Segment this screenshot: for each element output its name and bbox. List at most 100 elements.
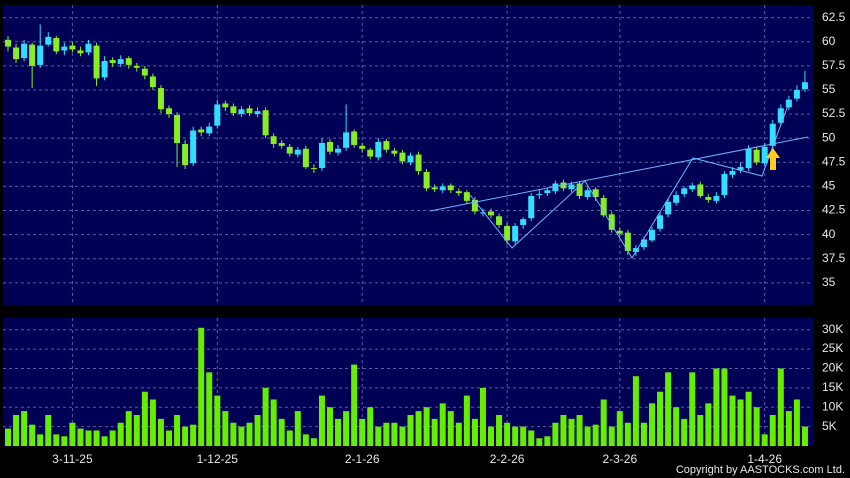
volume-bar (431, 418, 438, 446)
candle-body (407, 155, 414, 163)
candle-body (21, 43, 28, 59)
volume-bar (391, 422, 398, 446)
candle-body (769, 123, 776, 146)
volume-bar (673, 407, 680, 446)
x-tick-label: 1-12-25 (197, 452, 239, 466)
y-tick-label: 62.5 (822, 10, 846, 24)
candle-body (359, 145, 366, 149)
volume-bar (745, 391, 752, 446)
candle-body (753, 149, 760, 163)
volume-bar (624, 422, 631, 446)
candle-body (689, 185, 696, 190)
candle-body (544, 190, 551, 194)
volume-bar (600, 399, 607, 446)
candle-body (657, 215, 664, 229)
y-tick-label: 45 (822, 179, 836, 193)
candle-body (399, 152, 406, 162)
pattern-line (469, 99, 791, 259)
x-tick-label: 3-11-25 (52, 452, 93, 466)
candle-body (632, 248, 639, 252)
candle-body (45, 36, 52, 45)
candle-body (141, 68, 148, 76)
volume-bar (423, 407, 430, 446)
candle-body (335, 148, 342, 153)
candle-body (528, 196, 535, 219)
volume-bar (705, 403, 712, 446)
candle-body (246, 108, 253, 114)
candle-body (777, 108, 784, 123)
candle-body (560, 182, 567, 189)
volume-bar (793, 399, 800, 446)
volume-bar (246, 422, 253, 446)
volume-bar (383, 422, 390, 446)
candle-body (761, 146, 768, 164)
volume-bar (93, 430, 100, 446)
price-panel (3, 5, 813, 305)
volume-bar (713, 368, 720, 446)
candle-body (584, 190, 591, 197)
volume-bar (29, 424, 36, 446)
candle-body (166, 108, 172, 115)
candle-body (149, 76, 156, 88)
candle-body (29, 44, 36, 66)
candle-body (496, 216, 503, 225)
candle-body (351, 131, 358, 145)
y-tick-label: 5K (822, 419, 837, 433)
volume-bar (415, 411, 422, 446)
volume-bar (262, 387, 269, 446)
volume-bar (367, 407, 374, 446)
candle-body (85, 43, 92, 53)
volume-bar (61, 436, 68, 446)
volume-bar (318, 395, 325, 446)
volume-bar (576, 414, 583, 446)
candle-body (624, 232, 631, 251)
volume-bar (45, 414, 52, 446)
candle-body (447, 185, 454, 191)
y-tick-label: 50 (822, 130, 836, 144)
candle-body (294, 149, 301, 155)
y-tick-label: 42.5 (822, 203, 846, 217)
volume-bar (13, 414, 20, 446)
volume-bar (85, 430, 92, 446)
volume-bar (109, 430, 116, 446)
volume-bar (141, 391, 148, 446)
volume-bar (777, 368, 784, 446)
candle-body (536, 194, 543, 196)
candle-body (133, 65, 140, 68)
volume-bar (302, 434, 309, 446)
volume-bar (351, 364, 358, 446)
candle-body (793, 89, 800, 99)
volume-bar (214, 395, 221, 446)
candle-body (721, 173, 728, 196)
volume-bar (222, 411, 229, 446)
y-tick-label: 57.5 (822, 58, 846, 72)
volume-bar (496, 414, 503, 446)
volume-bar (149, 399, 156, 446)
volume-bar (69, 422, 76, 446)
plot-layer: 35 37.5 40 42.5 45 47.5 50 52.5 55 57.5 60 62.5 5K 10… (3, 5, 846, 466)
y-tick-label: 55 (822, 82, 836, 96)
volume-bar (439, 403, 446, 446)
y-tick-label: 15K (822, 380, 843, 394)
volume-bar (182, 426, 189, 446)
candle-body (512, 225, 519, 242)
volume-bar (761, 434, 768, 446)
candle-body (681, 188, 688, 195)
volume-bar (512, 426, 519, 446)
candle-body (174, 115, 181, 143)
volume-bar (254, 414, 261, 446)
volume-bar (729, 395, 736, 446)
volume-bar (753, 407, 760, 446)
volume-bar (270, 399, 277, 446)
volume-bar (665, 372, 672, 446)
volume-bar (504, 422, 511, 446)
candle-body (649, 229, 655, 241)
candle-body (729, 170, 736, 175)
volume-bar (359, 418, 366, 446)
candle-body (801, 82, 808, 89)
candle-body (488, 211, 494, 216)
candle-body (61, 46, 68, 51)
candle-body (479, 212, 486, 214)
